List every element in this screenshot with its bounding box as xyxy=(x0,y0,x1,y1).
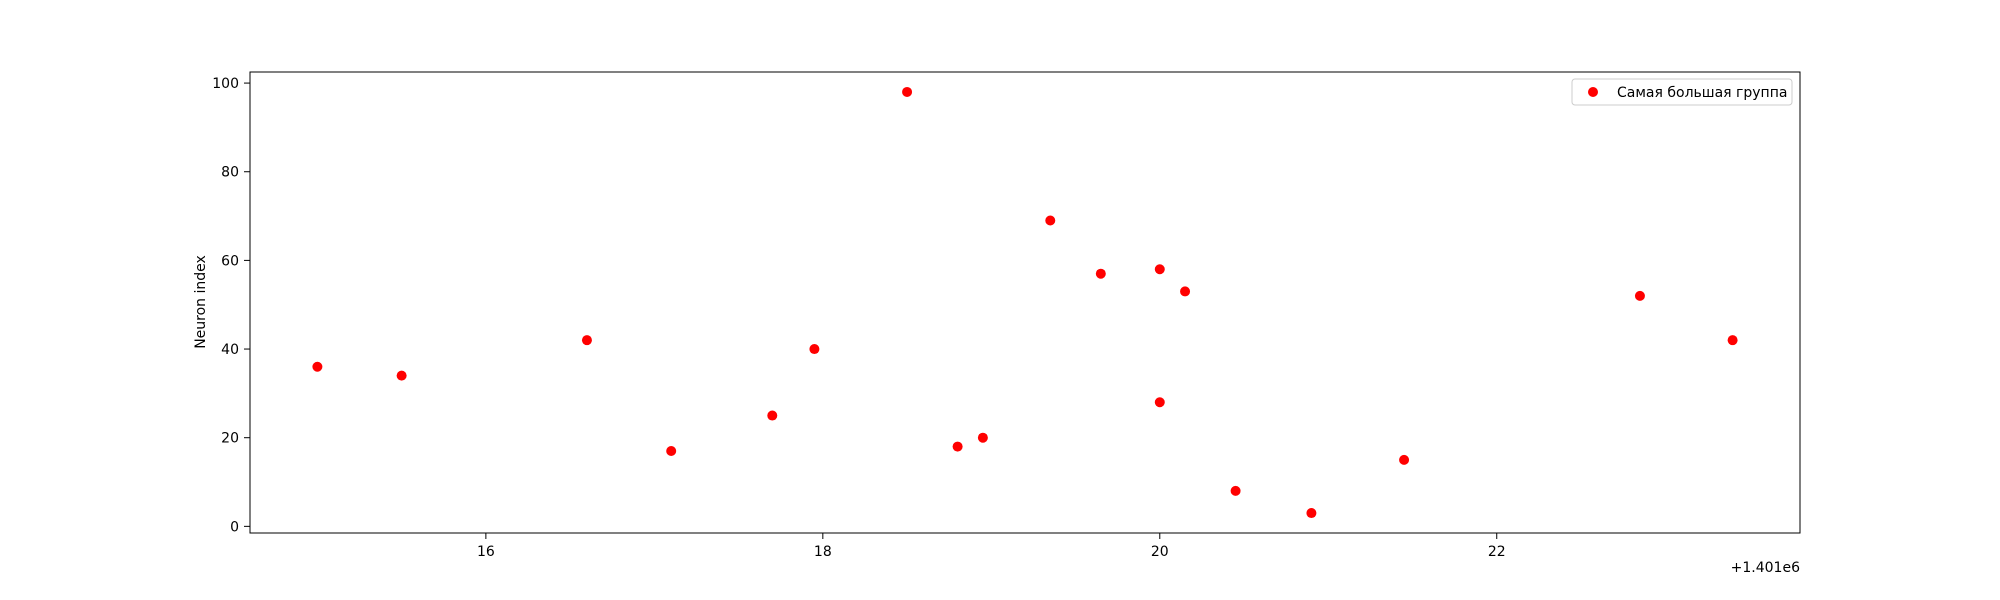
y-tick-label: 80 xyxy=(221,165,239,181)
y-axis: 0 20 40 60 80 100 xyxy=(212,76,250,535)
data-point xyxy=(1045,215,1056,226)
legend: Самая большая группа xyxy=(1571,78,1793,106)
data-point xyxy=(1154,264,1165,275)
y-axis-label: Neuron index xyxy=(193,255,209,349)
axes-frame xyxy=(249,71,1801,534)
data-point xyxy=(1727,335,1738,346)
data-point xyxy=(1306,508,1317,519)
data-point xyxy=(581,335,592,346)
y-tick-label: 40 xyxy=(221,342,239,358)
data-point xyxy=(1634,290,1645,301)
y-tick-label: 20 xyxy=(221,431,239,447)
data-point xyxy=(396,370,407,381)
legend-box xyxy=(1571,78,1793,106)
data-point xyxy=(767,410,778,421)
data-point xyxy=(666,445,677,456)
data-point xyxy=(1095,268,1106,279)
x-axis: 16 18 20 22 xyxy=(477,533,1506,560)
data-point xyxy=(1180,286,1191,297)
legend-marker xyxy=(1588,87,1598,97)
x-tick-label: 18 xyxy=(814,544,832,560)
y-tick-label: 100 xyxy=(212,76,239,92)
x-tick-label: 20 xyxy=(1151,544,1169,560)
data-point xyxy=(902,86,913,97)
legend-label: Самая большая группа xyxy=(1617,85,1787,101)
plot-area xyxy=(312,86,1738,519)
data-point xyxy=(1399,454,1410,465)
x-tick-label: 16 xyxy=(477,544,495,560)
data-point xyxy=(1154,397,1165,408)
data-point xyxy=(809,344,820,355)
data-point xyxy=(312,361,323,372)
x-offset-label: +1.401e6 xyxy=(1731,560,1800,576)
y-tick-label: 60 xyxy=(221,253,239,269)
data-point xyxy=(977,432,988,443)
data-point xyxy=(1230,485,1241,496)
y-tick-label: 0 xyxy=(230,519,239,535)
data-point xyxy=(952,441,963,452)
x-tick-label: 22 xyxy=(1488,544,1506,560)
